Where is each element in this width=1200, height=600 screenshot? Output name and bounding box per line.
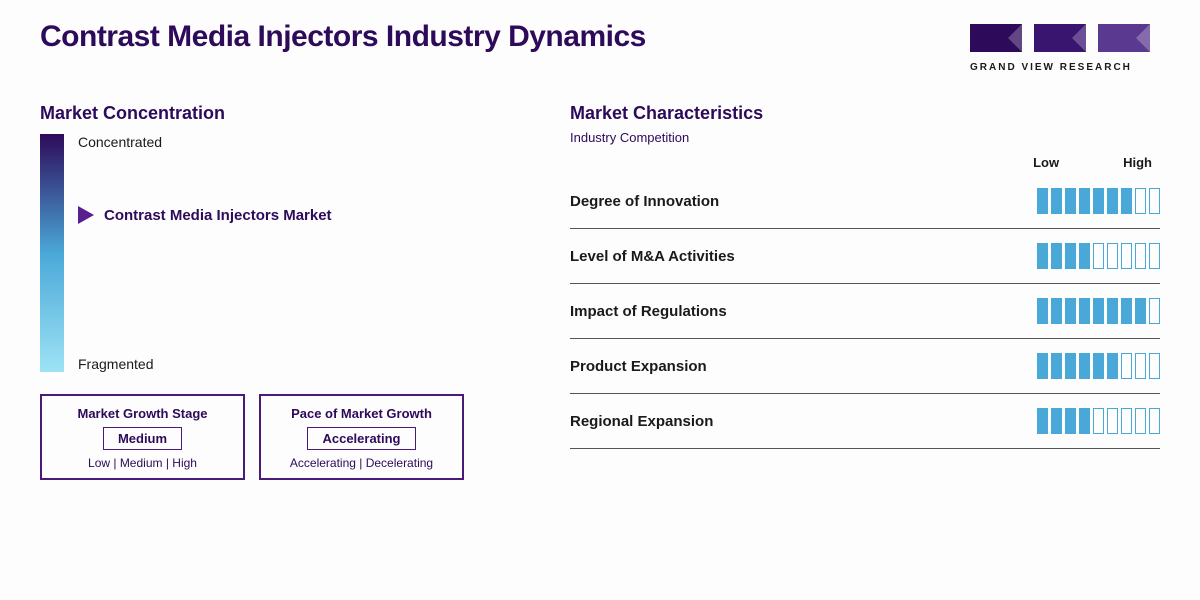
characteristic-row: Degree of Innovation [570,174,1160,229]
scale-segment [1149,188,1160,214]
box-value: Medium [103,427,182,450]
scale-segment [1121,408,1132,434]
scale-segment [1107,188,1118,214]
scale-segment [1121,353,1132,379]
scale-segment [1107,243,1118,269]
characteristic-scale-bar [1037,188,1160,214]
characteristic-row: Impact of Regulations [570,284,1160,339]
box-title: Pace of Market Growth [269,406,454,421]
scale-segment [1093,408,1104,434]
box-options: Low | Medium | High [50,456,235,470]
scale-segment [1051,188,1062,214]
scale-segment [1135,298,1146,324]
scale-segment [1093,243,1104,269]
growth-stage-box: Market Growth Stage Medium Low | Medium | … [40,394,245,480]
box-value: Accelerating [307,427,415,450]
scale-segment [1065,408,1076,434]
scale-segment [1149,408,1160,434]
scale-segment [1093,298,1104,324]
scale-low-label: Low [1033,155,1059,170]
characteristics-rows: Degree of Innovation Level of M&A Activit… [570,174,1160,449]
characteristics-title: Market Characteristics [570,103,1160,124]
scale-segment [1135,188,1146,214]
scale-segment [1065,353,1076,379]
characteristic-label: Impact of Regulations [570,303,727,320]
growth-boxes: Market Growth Stage Medium Low | Medium | … [40,394,470,480]
characteristic-scale-bar [1037,408,1160,434]
scale-segment [1037,298,1048,324]
characteristic-scale-bar [1037,298,1160,324]
scale-segment [1121,298,1132,324]
scale-segment [1121,188,1132,214]
scale-segment [1079,188,1090,214]
scale-segment [1037,408,1048,434]
characteristic-label: Degree of Innovation [570,193,719,210]
scale-segment [1149,298,1160,324]
scale-segment [1051,408,1062,434]
scale-segment [1051,243,1062,269]
box-options: Accelerating | Decelerating [269,456,454,470]
brand-logo-icon [970,20,1160,56]
scale-segment [1107,353,1118,379]
characteristic-label: Regional Expansion [570,413,713,430]
characteristic-row: Product Expansion [570,339,1160,394]
scale-segment [1037,243,1048,269]
concentration-title: Market Concentration [40,103,470,124]
scale-segment [1037,353,1048,379]
box-title: Market Growth Stage [50,406,235,421]
characteristic-label: Level of M&A Activities [570,248,735,265]
characteristic-row: Level of M&A Activities [570,229,1160,284]
scale-segment [1079,408,1090,434]
scale-segment [1051,353,1062,379]
scale-segment [1149,243,1160,269]
scale-segment [1065,188,1076,214]
scale-segment [1135,408,1146,434]
scale-segment [1135,353,1146,379]
scale-segment [1093,188,1104,214]
scale-segment [1107,408,1118,434]
concentration-marker-icon [78,206,94,224]
scale-segment [1121,243,1132,269]
page-title: Contrast Media Injectors Industry Dynami… [40,20,646,54]
brand-logo-text: GRAND VIEW RESEARCH [970,62,1132,73]
concentration-gradient-bar [40,134,64,372]
scale-segment [1135,243,1146,269]
concentration-bottom-label: Fragmented [78,356,470,372]
characteristic-scale-bar [1037,353,1160,379]
characteristic-row: Regional Expansion [570,394,1160,449]
scale-segment [1149,353,1160,379]
characteristic-label: Product Expansion [570,358,707,375]
scale-segment [1079,298,1090,324]
scale-segment [1065,298,1076,324]
characteristic-scale-bar [1037,243,1160,269]
growth-pace-box: Pace of Market Growth Accelerating Acceler… [259,394,464,480]
brand-logo: GRAND VIEW RESEARCH [970,20,1160,73]
characteristics-subtitle: Industry Competition [570,130,1160,145]
scale-segment [1037,188,1048,214]
concentration-top-label: Concentrated [78,134,470,150]
scale-high-label: High [1123,155,1152,170]
scale-segment [1065,243,1076,269]
scale-segment [1093,353,1104,379]
scale-segment [1079,353,1090,379]
scale-segment [1107,298,1118,324]
scale-segment [1079,243,1090,269]
scale-segment [1051,298,1062,324]
concentration-marker-label: Contrast Media Injectors Market [104,207,332,224]
